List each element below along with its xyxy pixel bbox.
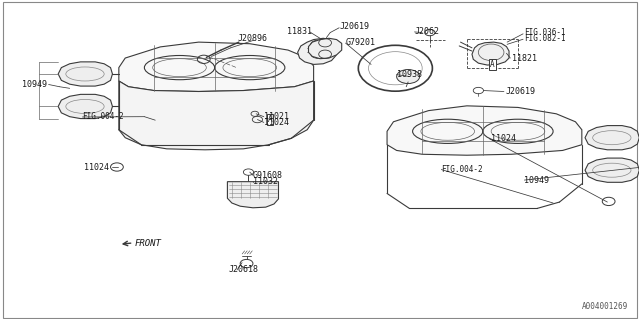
Text: 11821: 11821 [511, 53, 536, 62]
Polygon shape [472, 42, 509, 65]
Text: FIG.036-1: FIG.036-1 [524, 28, 566, 37]
Polygon shape [308, 38, 342, 59]
Text: J20619: J20619 [505, 87, 535, 96]
Text: FRONT: FRONT [135, 239, 162, 248]
Polygon shape [58, 62, 113, 86]
Text: 10938: 10938 [397, 70, 422, 79]
Text: FIG.004-2: FIG.004-2 [442, 165, 483, 174]
Ellipse shape [397, 69, 420, 84]
Polygon shape [119, 42, 314, 92]
Text: 11021: 11021 [264, 112, 289, 121]
Text: A004001269: A004001269 [582, 302, 628, 311]
Polygon shape [387, 106, 582, 155]
Text: J2062: J2062 [415, 27, 440, 36]
Polygon shape [585, 125, 639, 150]
Polygon shape [298, 38, 338, 64]
Text: 11024: 11024 [84, 163, 109, 172]
Polygon shape [585, 158, 639, 182]
Text: FIG.004-2: FIG.004-2 [83, 113, 124, 122]
Text: J20619: J20619 [339, 22, 369, 31]
Text: 11024: 11024 [264, 118, 289, 127]
Polygon shape [227, 182, 278, 208]
Text: 10949: 10949 [524, 176, 549, 185]
Text: G91608: G91608 [253, 171, 283, 180]
Polygon shape [58, 94, 113, 119]
Polygon shape [119, 81, 314, 150]
Text: A: A [268, 115, 273, 124]
Text: J20618: J20618 [228, 265, 259, 275]
Text: 11831: 11831 [287, 27, 312, 36]
Text: FIG.082-1: FIG.082-1 [524, 34, 566, 43]
Text: 10949: 10949 [22, 80, 47, 89]
Text: G79201: G79201 [346, 38, 376, 47]
Text: J20896: J20896 [238, 35, 268, 44]
Text: A: A [490, 60, 495, 69]
Text: 11032: 11032 [253, 177, 278, 186]
Text: 11024: 11024 [491, 134, 516, 143]
